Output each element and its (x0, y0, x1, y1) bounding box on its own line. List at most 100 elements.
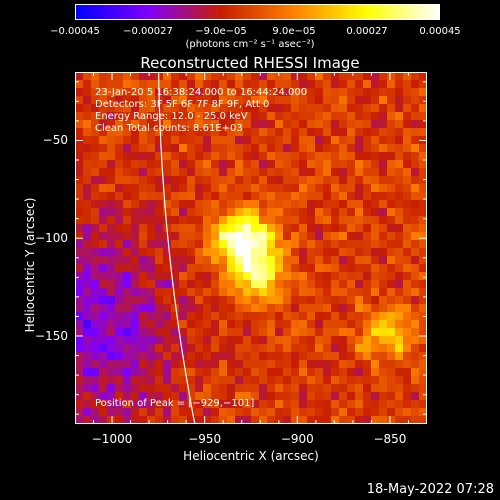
heatmap-cell (379, 216, 388, 225)
heatmap-cell (187, 416, 196, 424)
heatmap-cell (315, 376, 324, 385)
heatmap-cell (411, 304, 420, 313)
heatmap-cell (171, 320, 180, 329)
heatmap-cell (403, 72, 412, 81)
heatmap-cell (331, 216, 340, 225)
heatmap-cell (115, 168, 124, 177)
heatmap-cell (179, 176, 188, 185)
heatmap-cell (283, 216, 292, 225)
heatmap-cell (235, 152, 244, 161)
heatmap-cell (235, 312, 244, 321)
heatmap-cell (371, 248, 380, 257)
heatmap-cell (419, 232, 427, 241)
heatmap-cell (387, 360, 396, 369)
heatmap-cell (299, 80, 308, 89)
heatmap-cell (331, 416, 340, 424)
heatmap-cell (91, 224, 100, 233)
heatmap-cell (131, 368, 140, 377)
heatmap-cell (75, 280, 84, 289)
heatmap-cell (283, 136, 292, 145)
heatmap-cell (347, 232, 356, 241)
heatmap-cell (323, 256, 332, 265)
heatmap-cell (275, 328, 284, 337)
heatmap-cell (355, 328, 364, 337)
heatmap-cell (155, 280, 164, 289)
heatmap-cell (115, 280, 124, 289)
heatmap-cell (371, 256, 380, 265)
footer-timestamp: 18-May-2022 07:28 (366, 482, 494, 497)
heatmap-cell (251, 232, 260, 241)
heatmap-cell (123, 128, 132, 137)
heatmap-cell (155, 144, 164, 153)
heatmap-cell (355, 352, 364, 361)
heatmap-cell (411, 104, 420, 113)
heatmap-cell (107, 336, 116, 345)
heatmap-cell (347, 384, 356, 393)
heatmap-cell (411, 352, 420, 361)
heatmap-cell (267, 328, 276, 337)
heatmap-cell (267, 320, 276, 329)
heatmap-cell (331, 272, 340, 281)
heatmap-cell (387, 136, 396, 145)
heatmap-cell (419, 264, 427, 273)
heatmap-cell (115, 336, 124, 345)
heatmap-cell (331, 344, 340, 353)
heatmap-cell (291, 168, 300, 177)
heatmap-cell (99, 96, 108, 105)
heatmap-cell (187, 288, 196, 297)
heatmap-cell (115, 96, 124, 105)
heatmap-cell (267, 296, 276, 305)
heatmap-cell (347, 136, 356, 145)
heatmap-cell (275, 296, 284, 305)
heatmap-cell (243, 352, 252, 361)
heatmap-cell (155, 120, 164, 129)
colorbar-tick-label: 0.00045 (419, 26, 461, 37)
heatmap-cell (411, 208, 420, 217)
heatmap-cell (211, 392, 220, 401)
heatmap-cell (155, 152, 164, 161)
heatmap-cell (291, 192, 300, 201)
heatmap-cell (139, 128, 148, 137)
heatmap-cell (339, 224, 348, 233)
heatmap-cell (147, 296, 156, 305)
heatmap-cell (227, 280, 236, 289)
heatmap-cell (235, 288, 244, 297)
heatmap-cell (339, 392, 348, 401)
heatmap-cell (307, 144, 316, 153)
heatmap-cell (107, 72, 116, 81)
heatmap-cell (203, 336, 212, 345)
heatmap-cell (283, 184, 292, 193)
heatmap-cell (83, 296, 92, 305)
heatmap-cell (195, 400, 204, 409)
heatmap-cell (91, 88, 100, 97)
heatmap-cell (379, 176, 388, 185)
heatmap-cell (147, 304, 156, 313)
heatmap-cell (75, 392, 84, 401)
heatmap-cell (91, 376, 100, 385)
heatmap-cell (363, 280, 372, 289)
heatmap-cell (283, 264, 292, 273)
heatmap-cell (139, 272, 148, 281)
heatmap-cell (315, 232, 324, 241)
heatmap-cell (395, 304, 404, 313)
heatmap-cell (123, 184, 132, 193)
heatmap-cell (99, 104, 108, 113)
heatmap-cell (323, 144, 332, 153)
heatmap-cell (155, 408, 164, 417)
heatmap-cell (267, 384, 276, 393)
heatmap-cell (267, 208, 276, 217)
heatmap-cell (163, 208, 172, 217)
heatmap-cell (203, 360, 212, 369)
heatmap-cell (315, 296, 324, 305)
heatmap-cell (315, 224, 324, 233)
heatmap-cell (91, 192, 100, 201)
heatmap-cell (419, 392, 427, 401)
heatmap-cell (371, 360, 380, 369)
heatmap-cell (123, 416, 132, 424)
heatmap-cell (83, 408, 92, 417)
heatmap-cell (315, 344, 324, 353)
heatmap-cell (379, 168, 388, 177)
heatmap-cell (291, 240, 300, 249)
heatmap-cell (403, 280, 412, 289)
heatmap-cell (203, 88, 212, 97)
